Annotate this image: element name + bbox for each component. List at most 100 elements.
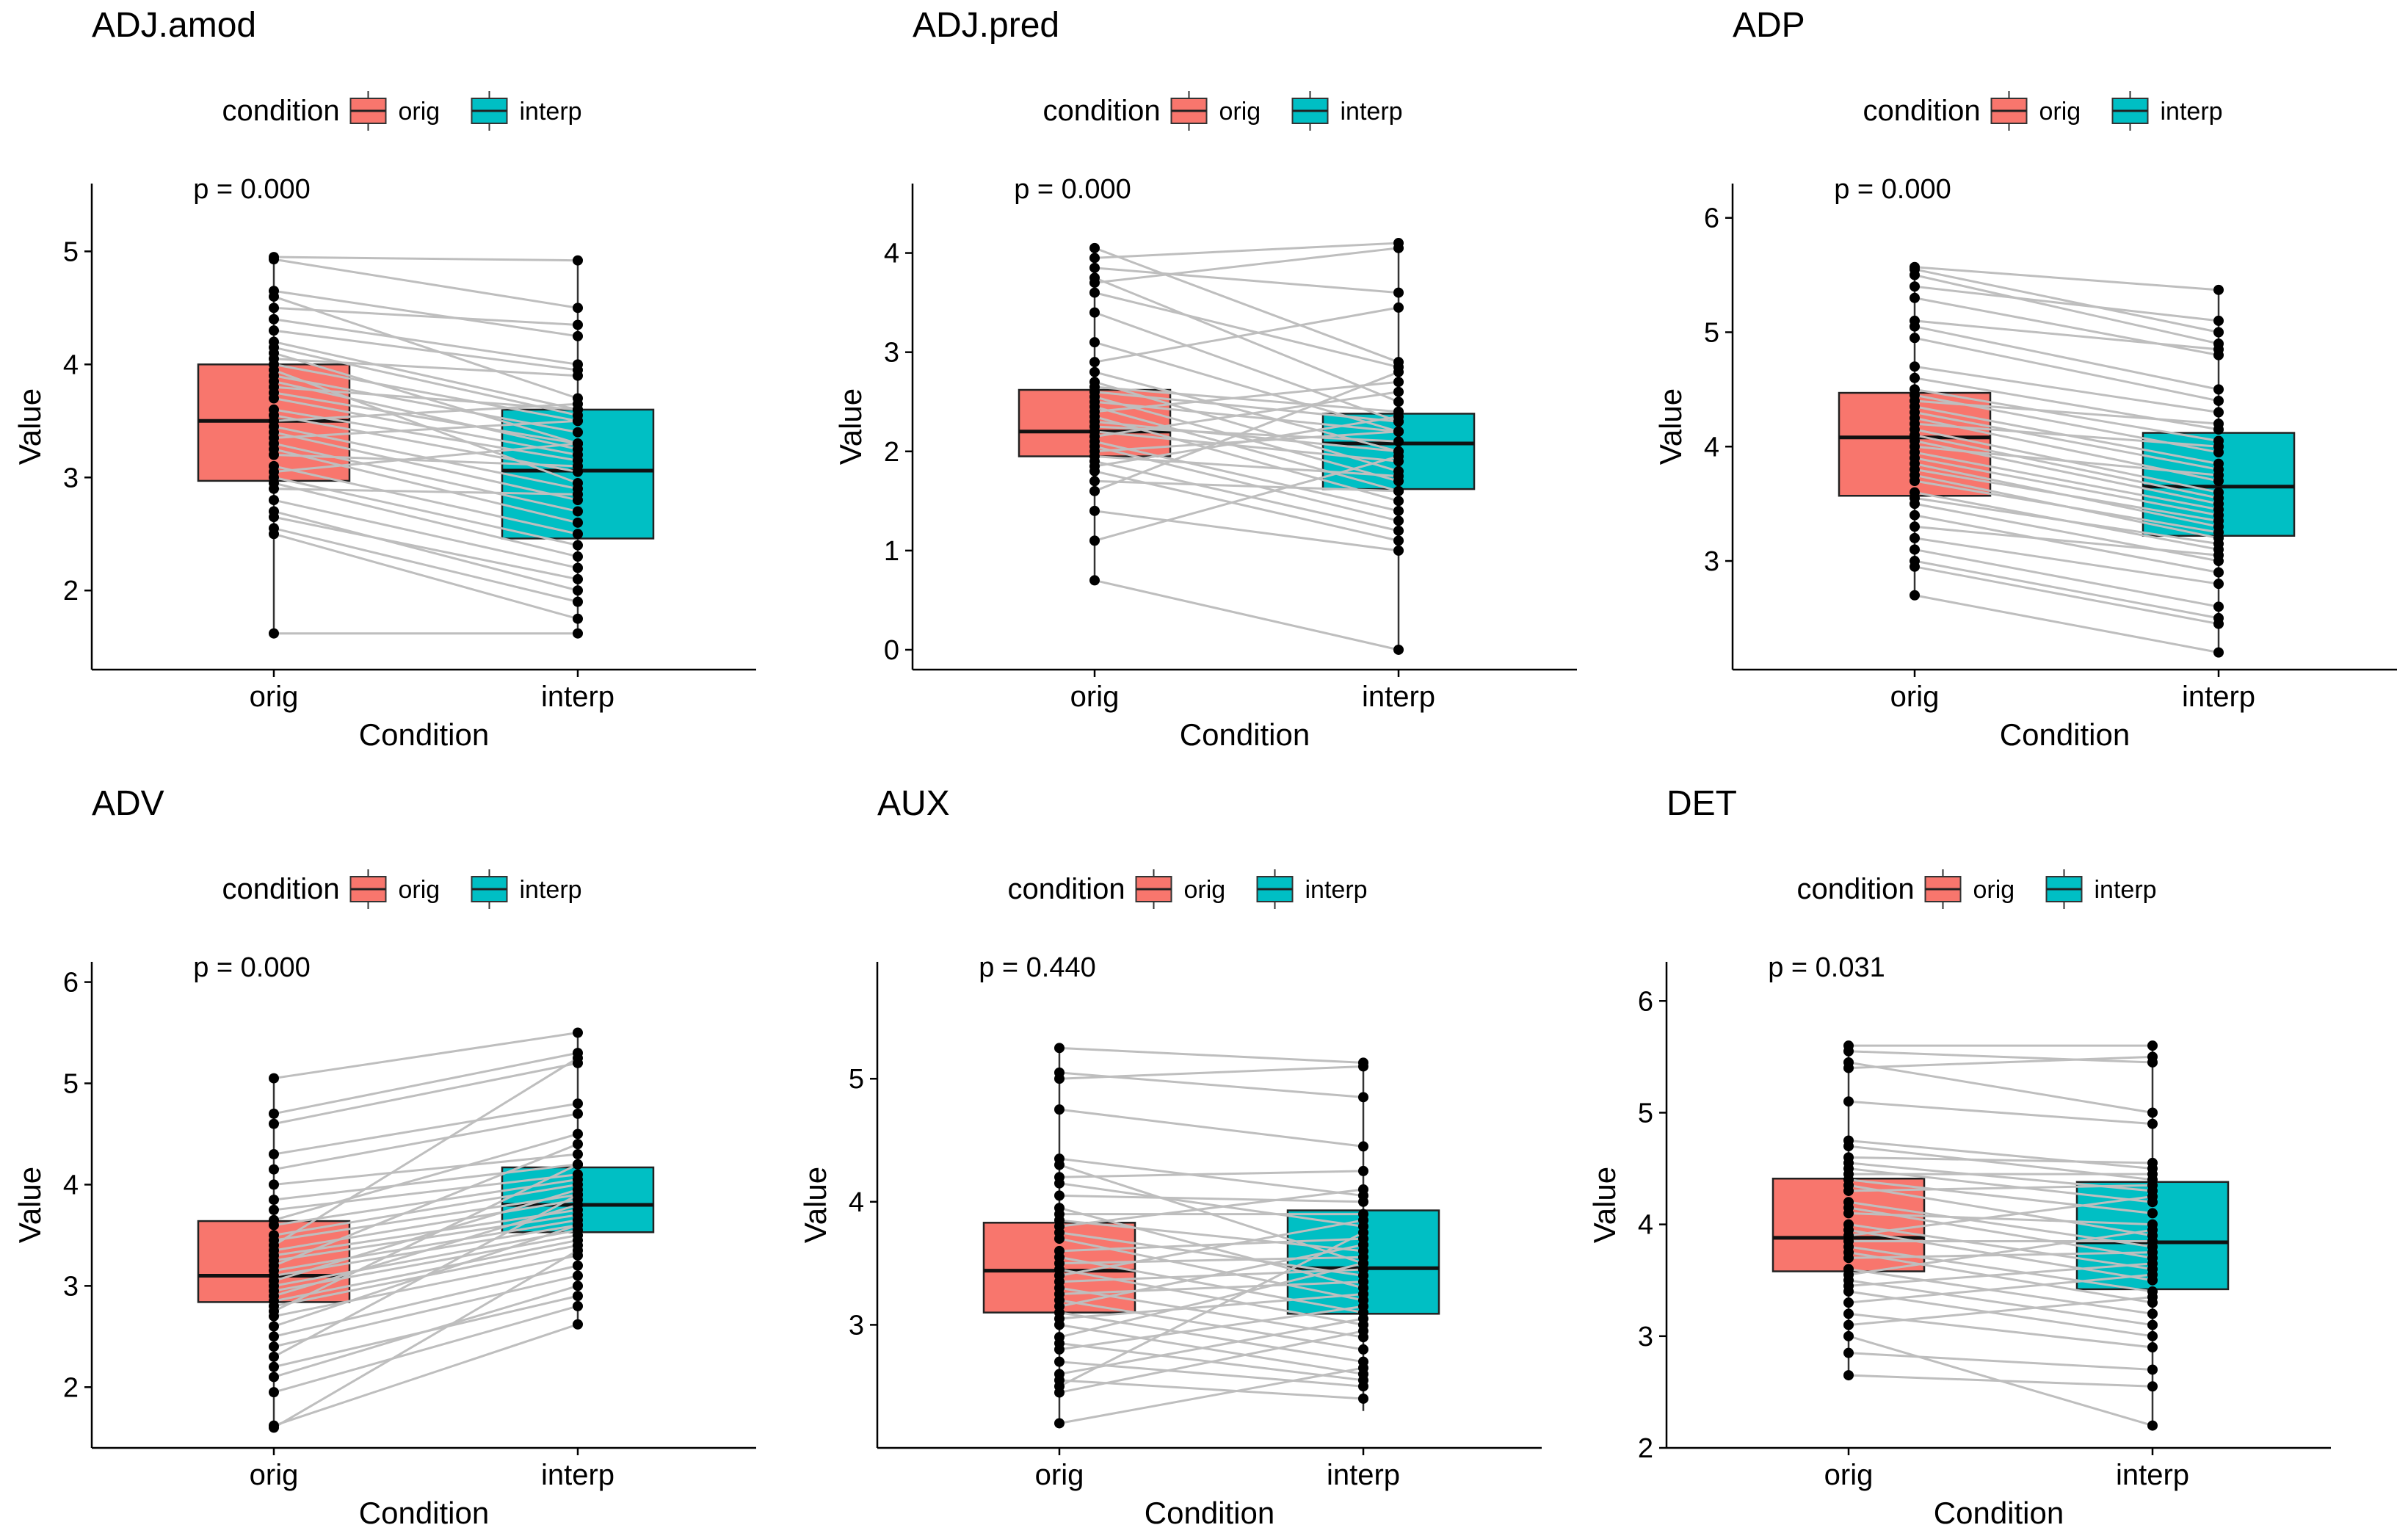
point-interp: [2213, 384, 2224, 395]
point-orig: [1089, 262, 1100, 273]
point-orig: [1843, 1330, 1854, 1341]
point-orig: [269, 1195, 279, 1206]
paired-line: [1914, 537, 2219, 585]
point-interp: [1393, 287, 1404, 298]
paired-line: [273, 329, 579, 372]
x-tick-label-orig: orig: [1824, 1459, 1874, 1491]
paired-line: [273, 258, 579, 309]
panel-title: AUX: [877, 784, 950, 823]
point-orig: [269, 1387, 279, 1398]
paired-line: [273, 510, 579, 592]
y-tick-label: 1: [884, 536, 899, 567]
panel-adj-pred: ADJ.pred condition orig interp 0 1 2 3 4 orig inte…: [833, 6, 1577, 752]
paired-line: [1914, 365, 2219, 414]
point-orig: [1089, 476, 1100, 487]
legend-key-orig: orig: [1135, 869, 1225, 909]
paired-line: [273, 341, 579, 411]
paired-line: [1059, 1293, 1364, 1320]
point-interp: [573, 1159, 583, 1170]
paired-line: [1094, 396, 1399, 482]
paired-line: [1059, 1219, 1364, 1277]
point-interp: [2147, 1381, 2158, 1392]
paired-line: [1914, 266, 2219, 291]
y-tick-label: 3: [849, 1310, 864, 1341]
paired-line: [1848, 1184, 2153, 1237]
point-interp: [573, 562, 583, 573]
point-interp: [1358, 1289, 1368, 1300]
point-orig: [269, 1118, 279, 1129]
panel-adp: ADP condition orig interp 3 4 5 6 orig interp Cond…: [1653, 6, 2397, 752]
paired-line: [1848, 1228, 2153, 1276]
point-interp: [2213, 470, 2224, 481]
paired-line: [273, 1229, 579, 1287]
point-interp: [1358, 1092, 1368, 1103]
panel-aux: AUX condition orig interp 3 4 5 orig interp Condi…: [798, 784, 1542, 1530]
legend-label-orig: orig: [2039, 98, 2081, 126]
point-orig: [1089, 357, 1100, 368]
y-tick-label: 4: [63, 349, 79, 380]
point-interp: [2147, 1051, 2158, 1062]
legend-label-interp: interp: [520, 876, 582, 904]
paired-line: [1094, 479, 1399, 493]
paired-line: [1094, 247, 1399, 363]
point-orig: [1843, 1096, 1854, 1107]
point-interp: [1393, 535, 1404, 546]
point-interp: [573, 1027, 583, 1038]
paired-line: [273, 1203, 579, 1297]
paired-line: [1914, 548, 2219, 608]
paired-line: [273, 1051, 579, 1115]
point-interp: [1358, 1393, 1368, 1404]
p-value-label: p = 0.000: [1014, 174, 1131, 205]
paired-line: [1059, 1188, 1364, 1228]
point-interp: [1393, 366, 1404, 377]
paired-line: [1059, 1182, 1364, 1228]
paired-line: [1059, 1323, 1364, 1375]
paired-line: [1914, 594, 2219, 654]
point-interp: [1358, 1239, 1368, 1250]
legend-label-interp: interp: [2161, 98, 2223, 126]
point-orig: [1054, 1356, 1065, 1367]
point-orig: [1089, 485, 1100, 496]
point-orig: [269, 449, 279, 460]
legend: condition orig interp: [222, 91, 582, 131]
paired-line: [1094, 311, 1399, 423]
point-orig: [269, 393, 279, 404]
x-tick-label-interp: interp: [1327, 1459, 1400, 1491]
paired-line: [1914, 399, 2219, 425]
legend-label-interp: interp: [1341, 98, 1403, 126]
point-interp: [573, 460, 583, 471]
p-value-label: p = 0.440: [979, 952, 1096, 983]
point-orig: [1054, 1233, 1065, 1245]
point-interp: [2147, 1236, 2158, 1247]
paired-line: [273, 515, 579, 581]
paired-line: [1848, 1245, 2153, 1293]
point-interp: [2147, 1225, 2158, 1236]
paired-line: [1059, 1243, 1364, 1308]
point-interp: [2213, 579, 2224, 590]
paired-line: [1848, 1223, 2153, 1270]
paired-line: [1059, 1219, 1364, 1253]
paired-line: [273, 1198, 579, 1252]
legend: condition orig interp: [1008, 869, 1368, 909]
point-interp: [2213, 567, 2224, 578]
point-interp: [1393, 525, 1404, 536]
point-interp: [1393, 396, 1404, 407]
point-orig: [269, 1311, 279, 1322]
point-interp: [1393, 485, 1404, 496]
point-orig: [269, 314, 279, 325]
y-axis-title: Value: [1587, 1167, 1622, 1243]
point-interp: [1358, 1363, 1368, 1374]
point-orig: [1910, 361, 1920, 372]
point-interp: [2213, 441, 2224, 452]
paired-line: [273, 499, 579, 569]
point-orig: [1843, 1046, 1854, 1057]
paired-line: [1848, 1184, 2153, 1192]
point-interp: [573, 1270, 583, 1281]
x-tick-label-interp: interp: [2182, 681, 2255, 713]
point-orig: [269, 1351, 279, 1362]
point-interp: [573, 255, 583, 266]
paired-line: [273, 1305, 579, 1394]
paired-line: [1094, 267, 1399, 294]
paired-line: [1094, 385, 1399, 413]
paired-line: [1914, 285, 2219, 322]
